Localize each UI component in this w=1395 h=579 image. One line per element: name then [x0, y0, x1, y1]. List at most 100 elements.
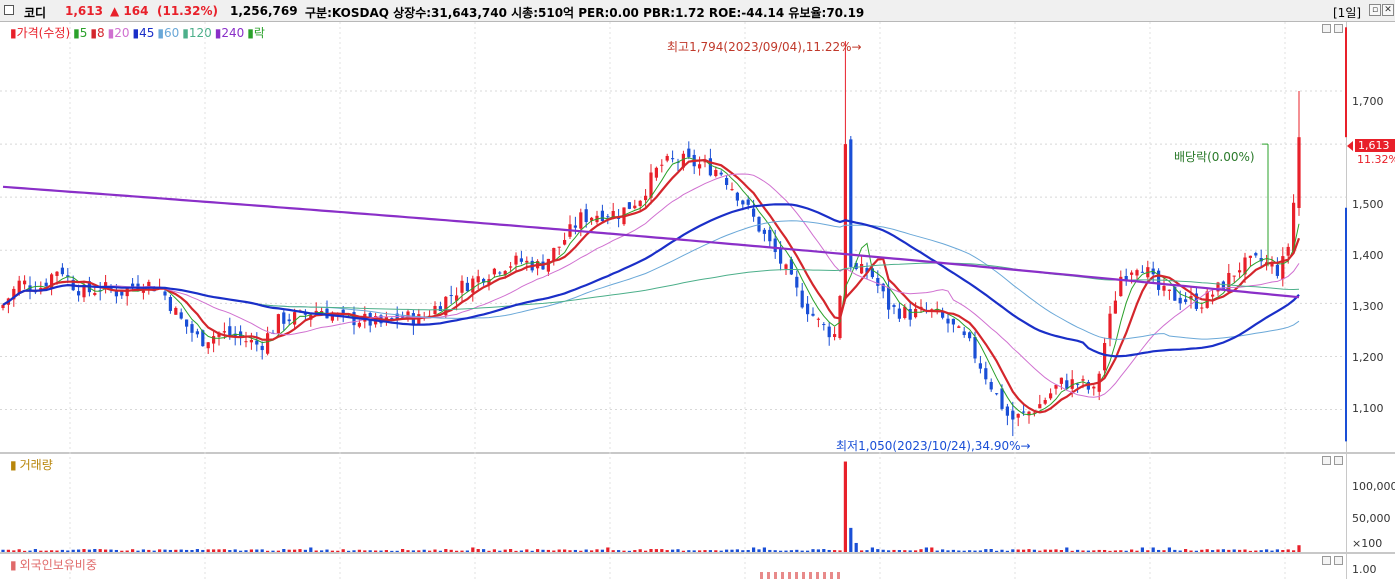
volume-bar: [1043, 549, 1047, 552]
candle-body: [1011, 410, 1015, 420]
volume-bar: [282, 549, 286, 552]
volume-bar: [1216, 549, 1220, 552]
volume-bar: [314, 550, 318, 552]
candle-body: [735, 192, 739, 201]
candle-body: [930, 309, 934, 311]
price-pane[interactable]: [0, 22, 1346, 452]
volume-close-icon[interactable]: [1334, 456, 1343, 465]
volume-bar: [649, 549, 653, 552]
volume-bar: [93, 549, 97, 552]
volume-bar: [276, 550, 280, 552]
candle-body: [17, 280, 21, 294]
candle-body: [946, 318, 950, 324]
candle-body: [962, 331, 966, 336]
foreign-bar: [809, 572, 812, 579]
volume-bar: [833, 550, 837, 552]
legend-item[interactable]: ▮45: [132, 26, 155, 40]
volume-bar: [1200, 549, 1204, 552]
header-checkbox[interactable]: [4, 5, 14, 15]
candle-body: [849, 139, 853, 267]
volume-bar: [881, 549, 885, 552]
candle-body: [514, 255, 518, 265]
legend-item[interactable]: ▮락: [247, 26, 265, 40]
foreign-bar: [760, 572, 763, 579]
volume-bar: [698, 550, 702, 552]
candle-body: [1194, 293, 1198, 309]
foreign-pane[interactable]: [0, 554, 1346, 579]
foreign-close-icon[interactable]: [1334, 556, 1343, 565]
candle-body: [1297, 137, 1301, 208]
pane-divider-2[interactable]: [0, 552, 1395, 554]
volume-bar: [957, 550, 961, 552]
volume-bar: [422, 549, 426, 552]
volume-bar: [1011, 549, 1015, 552]
candle-body: [1270, 263, 1274, 267]
restore-icon[interactable]: ▫: [1369, 4, 1381, 16]
period-selector[interactable]: [1일]: [1333, 6, 1362, 20]
volume-bar: [185, 549, 189, 552]
volume-bar: [1022, 549, 1026, 552]
candle-body: [660, 164, 664, 166]
volume-bar: [82, 549, 86, 552]
candle-body: [1286, 246, 1290, 256]
legend-item[interactable]: ▮8: [90, 26, 105, 40]
legend-item[interactable]: ▮5: [73, 26, 88, 40]
legend-item[interactable]: ▮240: [214, 26, 245, 40]
candle-body: [174, 307, 178, 315]
legend-item[interactable]: ▮20: [107, 26, 130, 40]
candle-body: [201, 330, 205, 347]
stock-header: 코디 1,613 ▲ 164 (11.32%) 1,256,769 구분:KOS…: [0, 0, 1395, 22]
candle-body: [1070, 379, 1074, 389]
legend-item[interactable]: ▮가격(수정): [10, 26, 71, 40]
ma45-line: [2, 203, 1300, 358]
candle-body: [476, 276, 480, 283]
volume-bar: [1151, 547, 1155, 552]
pane-maximize-icon[interactable]: [1322, 24, 1331, 33]
candle-body: [1081, 379, 1085, 381]
volume-bar: [222, 549, 226, 552]
candle-body: [1184, 299, 1188, 302]
volume-bar: [1140, 547, 1144, 552]
volume-bar: [1038, 550, 1042, 552]
pane-divider[interactable]: [0, 452, 1395, 454]
volume-pane[interactable]: [0, 454, 1346, 552]
volume-bar: [719, 550, 723, 552]
volume-bar: [1238, 549, 1242, 552]
candle-body: [698, 164, 702, 169]
price-ytick: 1,700: [1352, 95, 1384, 108]
candle-body: [1054, 384, 1058, 389]
candle-body: [228, 326, 232, 336]
volume-bar: [811, 549, 815, 552]
close-icon[interactable]: ✕: [1382, 4, 1394, 16]
candle-body: [168, 297, 172, 311]
pane-close-icon[interactable]: [1334, 24, 1343, 33]
foreign-bar: [802, 572, 805, 579]
volume-bar: [131, 549, 135, 552]
candle-body: [654, 167, 658, 178]
volume-bar: [611, 550, 615, 552]
foreign-maximize-icon[interactable]: [1322, 556, 1331, 565]
candle-body: [1248, 255, 1252, 258]
volume-bar: [897, 550, 901, 552]
volume-bar: [908, 550, 912, 552]
volume-bar: [1092, 550, 1096, 552]
volume-bar: [557, 549, 561, 552]
volume-bar: [935, 550, 939, 552]
volume-bar: [482, 549, 486, 552]
candle-body: [984, 368, 988, 380]
candle-body: [989, 382, 993, 390]
volume-bar: [39, 550, 43, 552]
legend-item[interactable]: ▮120: [182, 26, 212, 40]
volume-bar: [822, 549, 826, 552]
candle-body: [860, 263, 864, 274]
volume-bar: [800, 550, 804, 552]
candle-body: [633, 205, 637, 209]
foreign-bar: [837, 572, 840, 579]
foreign-bar: [823, 572, 826, 579]
volume-maximize-icon[interactable]: [1322, 456, 1331, 465]
legend-item[interactable]: ▮60: [157, 26, 180, 40]
candle-body: [951, 318, 955, 325]
volume-bar: [779, 550, 783, 552]
volume-bar: [492, 549, 496, 552]
candle-body: [455, 295, 459, 301]
